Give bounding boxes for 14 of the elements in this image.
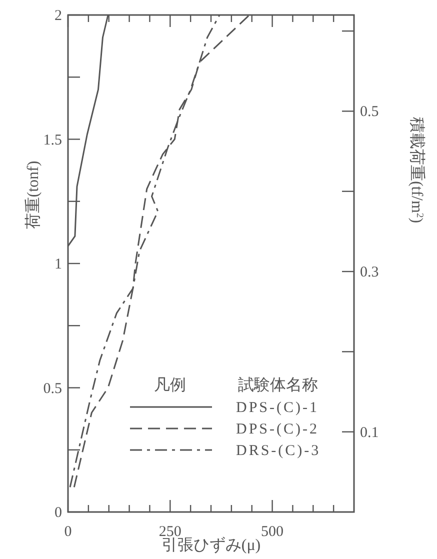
annotation: 試験体名称 xyxy=(238,376,318,394)
x-tick-label: 500 xyxy=(261,524,284,540)
y-tick-label: 0 xyxy=(54,505,62,521)
y-tick-label: 0.5 xyxy=(43,380,62,397)
y2-tick-label: 0.1 xyxy=(360,424,379,441)
y2-tick-label: 0.3 xyxy=(360,264,379,281)
legend-title: 凡例 xyxy=(154,377,186,394)
y2-tick-label: 0.5 xyxy=(360,104,379,120)
legend: 凡例 試験体名称 DPS-(C)-1 DPS-(C)-2 DRS-(C)-3 xyxy=(130,377,321,459)
y-tick-label: 1 xyxy=(54,256,62,272)
y-tick-label: 1.5 xyxy=(43,132,62,148)
y-axis-title: 荷重(tonf) xyxy=(24,160,42,230)
x-axis-title: 引張ひずみ(μ) xyxy=(161,536,261,554)
y-tick-label: 2 xyxy=(54,8,62,24)
